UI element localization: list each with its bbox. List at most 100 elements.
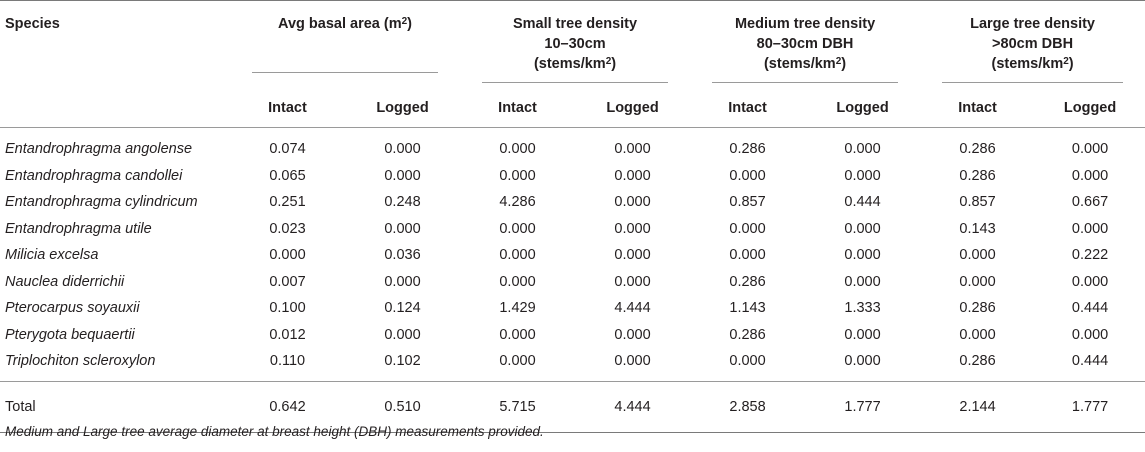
table-row: Entandrophragma cylindricum 0.251 0.248 … [0,189,1145,216]
table-cell: 0.100 [269,300,306,317]
table-cell: 0.000 [729,247,766,264]
table-cell: 0.000 [1071,273,1109,290]
table-cell: 0.000 [384,167,421,184]
total-cell: 1.777 [805,380,921,433]
table-cell: 0.857 [959,194,996,211]
table-cell: 0.286 [729,273,766,290]
table-cell: 0.036 [384,247,421,264]
basal-area-header: Avg basal area (m2) [230,0,461,89]
ba-logged-header: Logged [345,89,461,128]
table-cell: 0.000 [729,220,766,237]
species-name: Entandrophragma cylindricum [5,194,198,211]
table-row: Pterygota bequaertii 0.012 0.000 0.000 0… [0,322,1145,349]
small-tree-density-header: Small tree density 10–30cm (stems/km2) [460,0,691,89]
large-logged-header: Logged [1035,89,1145,128]
species-name: Pterygota bequaertii [5,326,135,343]
table-cell: 0.000 [614,167,651,184]
table-cell: 0.000 [614,194,651,211]
table-cell: 0.000 [1071,220,1109,237]
table-row: Triplochiton scleroxylon 0.110 0.102 0.0… [0,348,1145,381]
table-cell: 0.000 [844,326,881,343]
species-name: Milicia excelsa [5,247,99,264]
table-cell: 0.857 [729,194,766,211]
table-cell: 0.000 [499,273,536,290]
table-cell: 0.444 [1071,300,1109,317]
table-cell: 0.000 [384,220,421,237]
table-cell: 0.000 [499,141,536,158]
table-cell: 0.286 [959,167,996,184]
table-cell: 0.000 [614,247,651,264]
table-cell: 0.023 [269,220,306,237]
table-cell: 0.000 [844,273,881,290]
table-cell: 1.333 [844,300,881,317]
table-cell: 0.000 [614,326,651,343]
species-name: Entandrophragma candollei [5,167,183,184]
table-cell: 0.000 [844,141,881,158]
table-cell: 0.143 [959,220,996,237]
table-cell: 0.286 [959,141,996,158]
species-name: Pterocarpus soyauxii [5,300,140,317]
total-cell: 1.777 [1035,380,1145,433]
table-row: Entandrophragma angolense 0.074 0.000 0.… [0,128,1145,163]
table-cell: 0.000 [959,273,996,290]
table-cell: 0.000 [614,273,651,290]
table-row: Entandrophragma utile 0.023 0.000 0.000 … [0,216,1145,243]
species-density-table: Species Avg basal area (m2) Small tree d… [0,0,1145,433]
table-cell: 1.429 [499,300,536,317]
table-cell: 0.000 [614,353,651,370]
table-cell: 0.286 [959,353,996,370]
species-name: Nauclea diderrichii [5,273,125,290]
header-sub-row: Intact Logged Intact Logged Intact Logge… [0,89,1145,128]
species-name: Entandrophragma utile [5,220,152,237]
table-cell: 0.000 [499,247,536,264]
table-cell: 0.000 [1071,141,1109,158]
large-tree-density-header: Large tree density >80cm DBH (stems/km2) [920,0,1145,89]
table-cell: 0.000 [1071,326,1109,343]
species-name: Triplochiton scleroxylon [5,353,156,370]
table-cell: 0.000 [959,326,996,343]
total-cell: 5.715 [460,380,576,433]
table-cell: 0.222 [1071,247,1109,264]
table-cell: 4.286 [499,194,536,211]
table-cell: 0.667 [1071,194,1109,211]
ba-intact-header: Intact [230,89,345,128]
table-cell: 0.007 [269,273,306,290]
table-cell: 0.124 [384,300,421,317]
species-header: Species [0,0,230,89]
small-logged-header: Logged [575,89,691,128]
species-subheader-blank [0,89,230,128]
table-cell: 0.000 [384,141,421,158]
table-cell: 0.444 [1071,353,1109,370]
medium-tree-density-header: Medium tree density 80–30cm DBH (stems/k… [690,0,921,89]
table-cell: 0.065 [269,167,306,184]
table-cell: 0.000 [614,220,651,237]
table-cell: 0.000 [844,220,881,237]
table-body: Entandrophragma angolense 0.074 0.000 0.… [0,128,1145,381]
medium-logged-header: Logged [805,89,921,128]
total-cell: 2.144 [920,380,1036,433]
total-cell: 4.444 [575,380,691,433]
table-cell: 0.251 [269,194,306,211]
table-cell: 0.110 [269,353,306,370]
table-cell: 0.000 [844,247,881,264]
table-cell: 4.444 [614,300,651,317]
table-cell: 0.286 [729,141,766,158]
total-label: Total [0,380,230,433]
table-cell: 0.102 [384,353,421,370]
total-cell: 0.642 [230,380,345,433]
table-row: Milicia excelsa 0.000 0.036 0.000 0.000 … [0,242,1145,269]
table-cell: 0.000 [499,326,536,343]
table-cell: 0.012 [269,326,306,343]
table-cell: 0.000 [844,167,881,184]
table-footnote: Medium and Large tree average diameter a… [5,424,544,439]
table-cell: 0.000 [614,141,651,158]
table-cell: 0.000 [959,247,996,264]
table-cell: 0.000 [499,167,536,184]
table-cell: 0.286 [959,300,996,317]
table-cell: 0.000 [729,167,766,184]
medium-intact-header: Intact [690,89,806,128]
table-cell: 1.143 [729,300,766,317]
large-intact-header: Intact [920,89,1036,128]
species-name: Entandrophragma angolense [5,141,193,158]
